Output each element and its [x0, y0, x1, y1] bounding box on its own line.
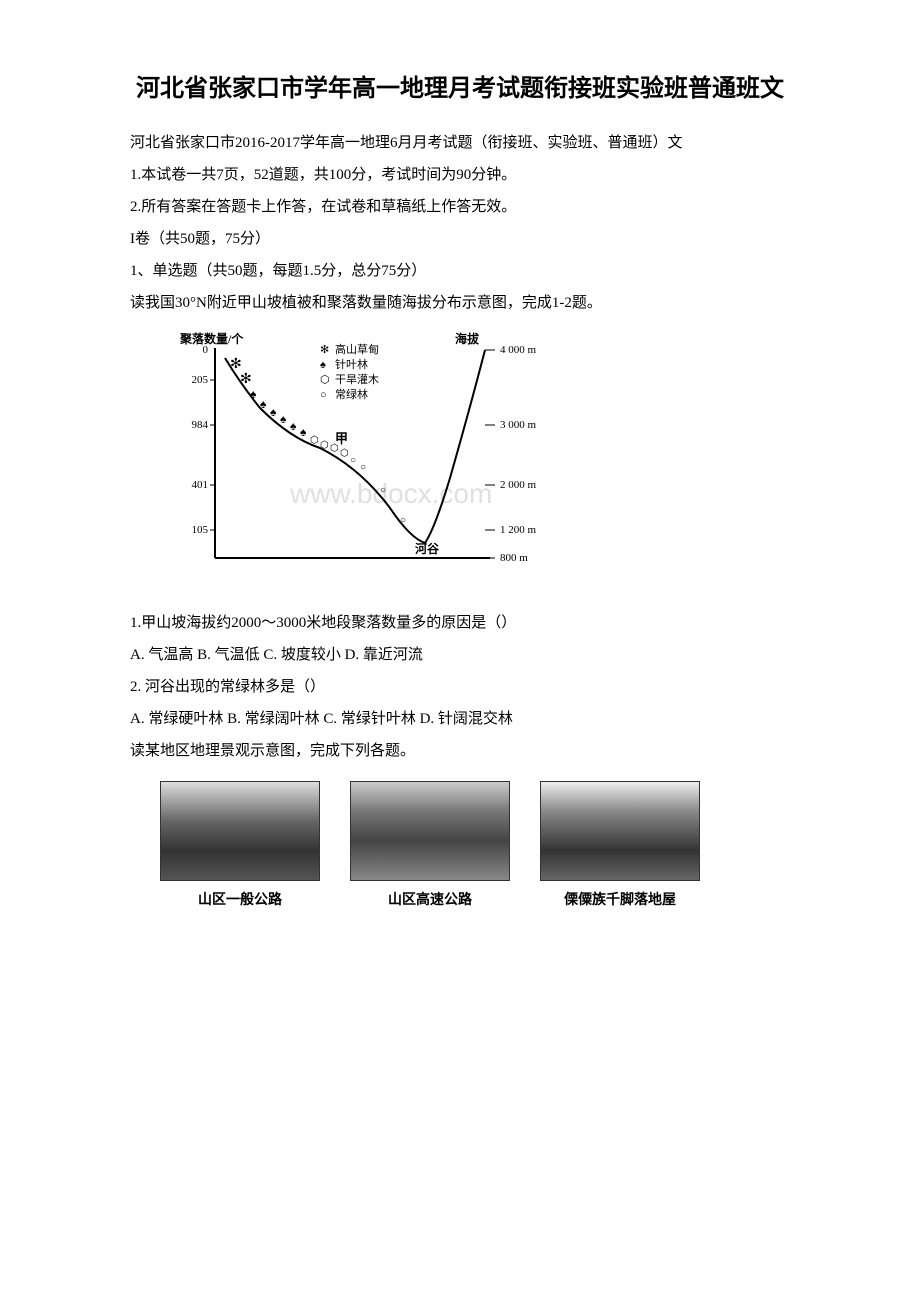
- svg-text:984: 984: [192, 419, 209, 431]
- svg-text:✻: ✻: [320, 344, 329, 356]
- svg-text:♠: ♠: [320, 359, 326, 371]
- svg-text:♠: ♠: [280, 412, 287, 426]
- svg-text:♠: ♠: [260, 397, 267, 411]
- svg-text:4 000 m: 4 000 m: [500, 344, 537, 356]
- svg-text:○: ○: [350, 455, 356, 466]
- q12-intro: 读我国30°N附近甲山坡植被和聚落数量随海拔分布示意图，完成1-2题。: [100, 288, 820, 318]
- image-item-1: 山区一般公路: [160, 781, 320, 909]
- instruction-2: 2.所有答案在答题卡上作答，在试卷和草稿纸上作答无效。: [100, 192, 820, 222]
- svg-text:⬡: ⬡: [340, 448, 349, 459]
- svg-text:✻: ✻: [240, 372, 252, 387]
- svg-text:⬡: ⬡: [310, 435, 319, 446]
- image-item-3: 傈僳族千脚落地屋: [540, 781, 700, 909]
- intro-paragraph: 河北省张家口市2016-2017学年高一地理6月月考试题（衔接班、实验班、普通班…: [100, 128, 820, 158]
- instruction-1: 1.本试卷一共7页，52道题，共100分，考试时间为90分钟。: [100, 160, 820, 190]
- image-highway: [350, 781, 510, 881]
- svg-text:常绿林: 常绿林: [335, 387, 368, 401]
- image-house: [540, 781, 700, 881]
- section-1-sub: 1、单选题（共50题，每题1.5分，总分75分）: [100, 256, 820, 286]
- svg-text:♠: ♠: [270, 405, 277, 419]
- svg-text:针叶林: 针叶林: [335, 357, 368, 371]
- svg-text:✻: ✻: [230, 357, 242, 372]
- chart-container: www.bdocx.com 聚落数量/个 海拔 0 205 984 401 10…: [160, 328, 560, 588]
- svg-text:800 m: 800 m: [500, 552, 528, 564]
- caption-2: 山区高速公路: [350, 889, 510, 909]
- svg-text:○: ○: [400, 515, 406, 526]
- svg-text:0: 0: [203, 344, 209, 356]
- svg-text:♠: ♠: [300, 425, 307, 439]
- svg-text:○: ○: [320, 389, 327, 401]
- svg-text:河谷: 河谷: [414, 541, 440, 556]
- document-title: 河北省张家口市学年高一地理月考试题衔接班实验班普通班文: [100, 70, 820, 108]
- svg-text:○: ○: [380, 485, 386, 496]
- svg-text:干旱灌木: 干旱灌木: [335, 373, 379, 386]
- svg-text:1 200 m: 1 200 m: [500, 524, 537, 536]
- svg-text:⬡: ⬡: [320, 374, 330, 386]
- y-axis-label: 聚落数量/个: [179, 331, 244, 346]
- svg-text:105: 105: [192, 524, 209, 536]
- svg-text:205: 205: [192, 374, 209, 386]
- svg-text:○: ○: [360, 462, 366, 473]
- image-item-2: 山区高速公路: [350, 781, 510, 909]
- svg-text:♠: ♠: [290, 419, 297, 433]
- svg-text:甲: 甲: [335, 431, 348, 446]
- svg-text:2 000 m: 2 000 m: [500, 479, 537, 491]
- settlement-chart: 聚落数量/个 海拔 0 205 984 401 105 4 000 m 3 00…: [160, 328, 560, 588]
- svg-text:3 000 m: 3 000 m: [500, 419, 537, 431]
- svg-text:♠: ♠: [250, 387, 257, 401]
- question-1: 1.甲山坡海拔约2000～3000米地段聚落数量多的原因是（）: [100, 608, 820, 638]
- question-1-options: A. 气温高 B. 气温低 C. 坡度较小 D. 靠近河流: [100, 640, 820, 670]
- caption-1: 山区一般公路: [160, 889, 320, 909]
- right-axis-label: 海拔: [455, 331, 480, 346]
- q34-intro: 读某地区地理景观示意图，完成下列各题。: [100, 736, 820, 766]
- caption-3: 傈僳族千脚落地屋: [540, 889, 700, 909]
- images-row: 山区一般公路 山区高速公路 傈僳族千脚落地屋: [160, 781, 820, 909]
- svg-text:高山草甸: 高山草甸: [335, 342, 379, 356]
- question-2-options: A. 常绿硬叶林 B. 常绿阔叶林 C. 常绿针叶林 D. 针阔混交林: [100, 704, 820, 734]
- svg-text:⬡: ⬡: [320, 440, 329, 451]
- image-mountain-road: [160, 781, 320, 881]
- svg-text:401: 401: [192, 479, 209, 491]
- section-1-header: I卷（共50题，75分）: [100, 224, 820, 254]
- question-2: 2. 河谷出现的常绿林多是（）: [100, 672, 820, 702]
